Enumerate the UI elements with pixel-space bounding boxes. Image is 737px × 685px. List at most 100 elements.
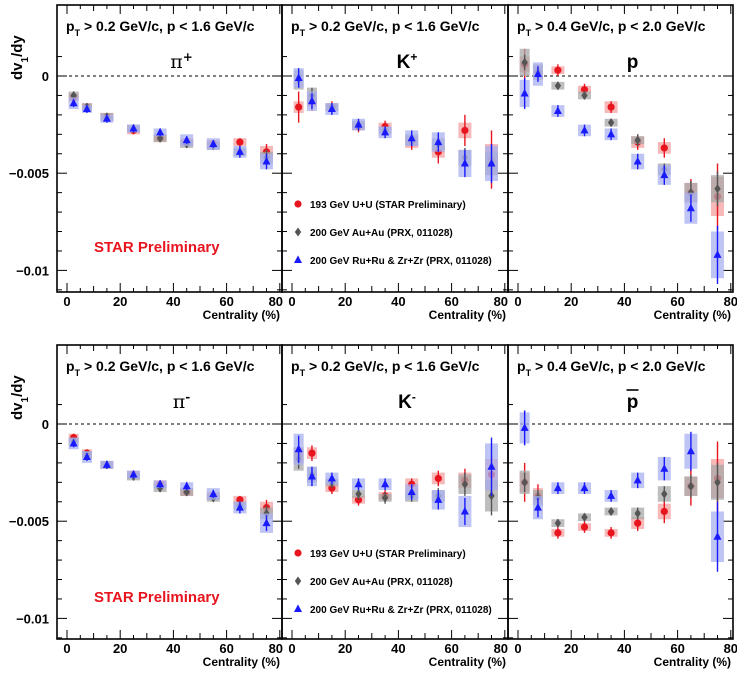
data-point	[580, 86, 589, 94]
y-tick-label: −0.01	[16, 611, 49, 626]
data-point	[521, 477, 528, 487]
x-tick-label: 60	[219, 641, 233, 656]
data-point	[713, 532, 722, 540]
data-point	[580, 483, 589, 492]
data-point	[102, 114, 111, 122]
legend-label: 200 GeV Au+Au (PRX, 011028)	[310, 228, 453, 239]
x-tick-label: 20	[113, 294, 127, 309]
data-point	[521, 57, 528, 67]
data-point	[354, 120, 363, 128]
data-point	[236, 496, 244, 504]
data-point	[634, 135, 641, 145]
data-point	[607, 103, 615, 111]
data-point	[381, 479, 390, 488]
data-point	[262, 518, 271, 527]
legend-label: 200 GeV Au+Au (PRX, 011028)	[310, 577, 453, 588]
data-point	[554, 66, 562, 74]
x-axis-label: Centrality (%)	[654, 655, 731, 669]
x-tick-label: 20	[564, 294, 578, 309]
x-tick-label: 60	[444, 641, 458, 656]
particle-label: π+	[170, 50, 193, 73]
y-tick-label: −0.01	[16, 263, 49, 278]
series-2	[68, 437, 273, 533]
data-point	[434, 137, 443, 146]
y-tick-label: 0	[42, 417, 49, 432]
panel-data-pbar	[519, 410, 724, 572]
data-point	[235, 147, 244, 155]
y-axis-label: dv1/dy	[9, 35, 31, 80]
x-tick-label: 20	[338, 294, 352, 309]
data-point	[687, 481, 695, 491]
data-point	[129, 123, 138, 132]
kinematic-cuts: pT > 0.2 GeV/c, p < 1.6 GeV/c	[291, 358, 480, 378]
preliminary-watermark: STAR Preliminary	[94, 239, 220, 256]
particle-label: π-	[173, 390, 191, 413]
data-point	[461, 126, 469, 135]
data-point	[634, 519, 642, 527]
x-axis-label: Centrality (%)	[429, 308, 506, 322]
data-point	[235, 502, 244, 511]
data-point	[581, 90, 588, 100]
data-point	[581, 512, 588, 522]
legend-marker-circle	[294, 200, 302, 208]
x-tick-label: 80	[724, 641, 737, 656]
data-point	[554, 518, 562, 528]
data-layer	[68, 48, 724, 572]
data-point	[82, 452, 91, 461]
series-2	[519, 62, 724, 285]
x-tick-label: 0	[514, 294, 521, 309]
series-1	[519, 462, 724, 528]
kinematic-cuts: pT > 0.2 GeV/c, p < 1.6 GeV/c	[66, 358, 255, 378]
panel-data-pi+	[68, 90, 273, 170]
kinematic-cuts: pT > 0.2 GeV/c, p < 1.6 GeV/c	[66, 18, 255, 38]
x-tick-label: 40	[166, 294, 180, 309]
panel-data-K+	[293, 68, 498, 189]
x-tick-label: 20	[338, 641, 352, 656]
kinematic-cuts: pT > 0.4 GeV/c, p < 2.0 GeV/c	[517, 18, 706, 38]
data-point	[633, 156, 642, 165]
panel-3	[507, 4, 734, 293]
data-point	[381, 127, 390, 136]
data-point	[129, 469, 138, 478]
data-point	[554, 529, 562, 537]
series-1	[519, 48, 724, 207]
data-point	[520, 423, 529, 431]
data-point	[607, 491, 616, 499]
legend-label: 200 GeV Ru+Ru & Zr+Zr (PRX, 011028)	[310, 256, 492, 267]
data-point	[461, 479, 469, 489]
data-point	[236, 138, 244, 146]
legend-marker-diamond	[294, 227, 302, 237]
data-point	[156, 479, 165, 488]
panel-frame	[281, 344, 509, 640]
x-axis-label: Centrality (%)	[203, 655, 280, 669]
legend-marker-diamond	[294, 576, 302, 586]
particle-label: K-	[398, 390, 416, 413]
data-point	[714, 184, 721, 194]
x-axis-label: Centrality (%)	[429, 655, 506, 669]
x-tick-label: 40	[391, 294, 405, 309]
data-point	[308, 449, 316, 457]
legend-marker-triangle	[294, 604, 302, 612]
legend-marker-triangle	[294, 255, 302, 263]
data-point	[156, 127, 165, 136]
axes-layer	[56, 4, 734, 640]
x-tick-label: 60	[219, 294, 233, 309]
series-2	[68, 97, 273, 170]
x-tick-label: 80	[269, 294, 283, 309]
x-tick-label: 40	[166, 641, 180, 656]
data-point	[520, 88, 529, 97]
y-tick-label: −0.005	[9, 514, 49, 529]
data-point	[686, 203, 695, 212]
data-point	[82, 104, 91, 113]
data-point	[407, 133, 416, 142]
data-point	[660, 507, 668, 516]
data-point	[182, 481, 191, 490]
series-2	[519, 410, 724, 572]
data-point	[533, 69, 542, 78]
particle-label: p	[627, 52, 639, 73]
x-tick-label: 60	[444, 294, 458, 309]
y-tick-label: −0.005	[9, 166, 49, 181]
data-point	[327, 473, 336, 482]
